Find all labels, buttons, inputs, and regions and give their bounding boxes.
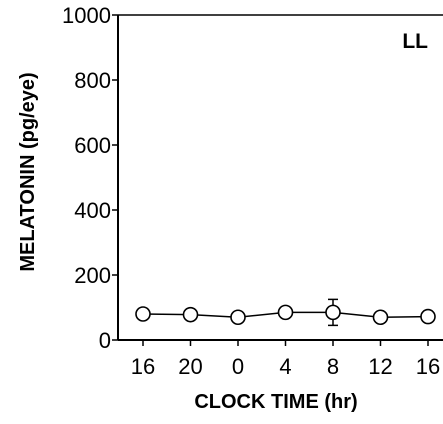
y-tick-group: 0 200 400 600 800 1000 xyxy=(62,3,118,353)
x-tick-label: 12 xyxy=(368,354,392,379)
x-tick-label: 20 xyxy=(178,354,202,379)
data-point xyxy=(325,304,341,321)
data-point xyxy=(230,309,246,326)
x-tick-label: 0 xyxy=(232,354,244,379)
series-group xyxy=(135,298,436,327)
x-tick-label: 16 xyxy=(131,354,155,379)
x-tick-label: 16 xyxy=(416,354,440,379)
y-tick-label: 200 xyxy=(74,263,111,288)
data-point xyxy=(277,304,294,321)
x-tick-group: 16 20 0 4 8 12 16 xyxy=(131,340,440,379)
y-tick-label: 800 xyxy=(74,68,111,93)
x-tick-label: 8 xyxy=(327,354,339,379)
data-point xyxy=(135,306,151,322)
x-tick-label: 4 xyxy=(279,354,291,379)
y-tick-label: 1000 xyxy=(62,3,111,28)
x-axis-label: CLOCK TIME (hr) xyxy=(194,391,357,413)
y-tick-label: 0 xyxy=(99,328,111,353)
y-tick-label: 400 xyxy=(74,198,111,223)
panel-label: LL xyxy=(402,30,428,53)
y-axis-label: MELATONIN (pg/eye) xyxy=(17,72,39,271)
data-point xyxy=(372,309,389,326)
y-tick-label: 600 xyxy=(74,133,111,158)
data-point xyxy=(420,308,436,325)
data-point xyxy=(182,306,199,323)
